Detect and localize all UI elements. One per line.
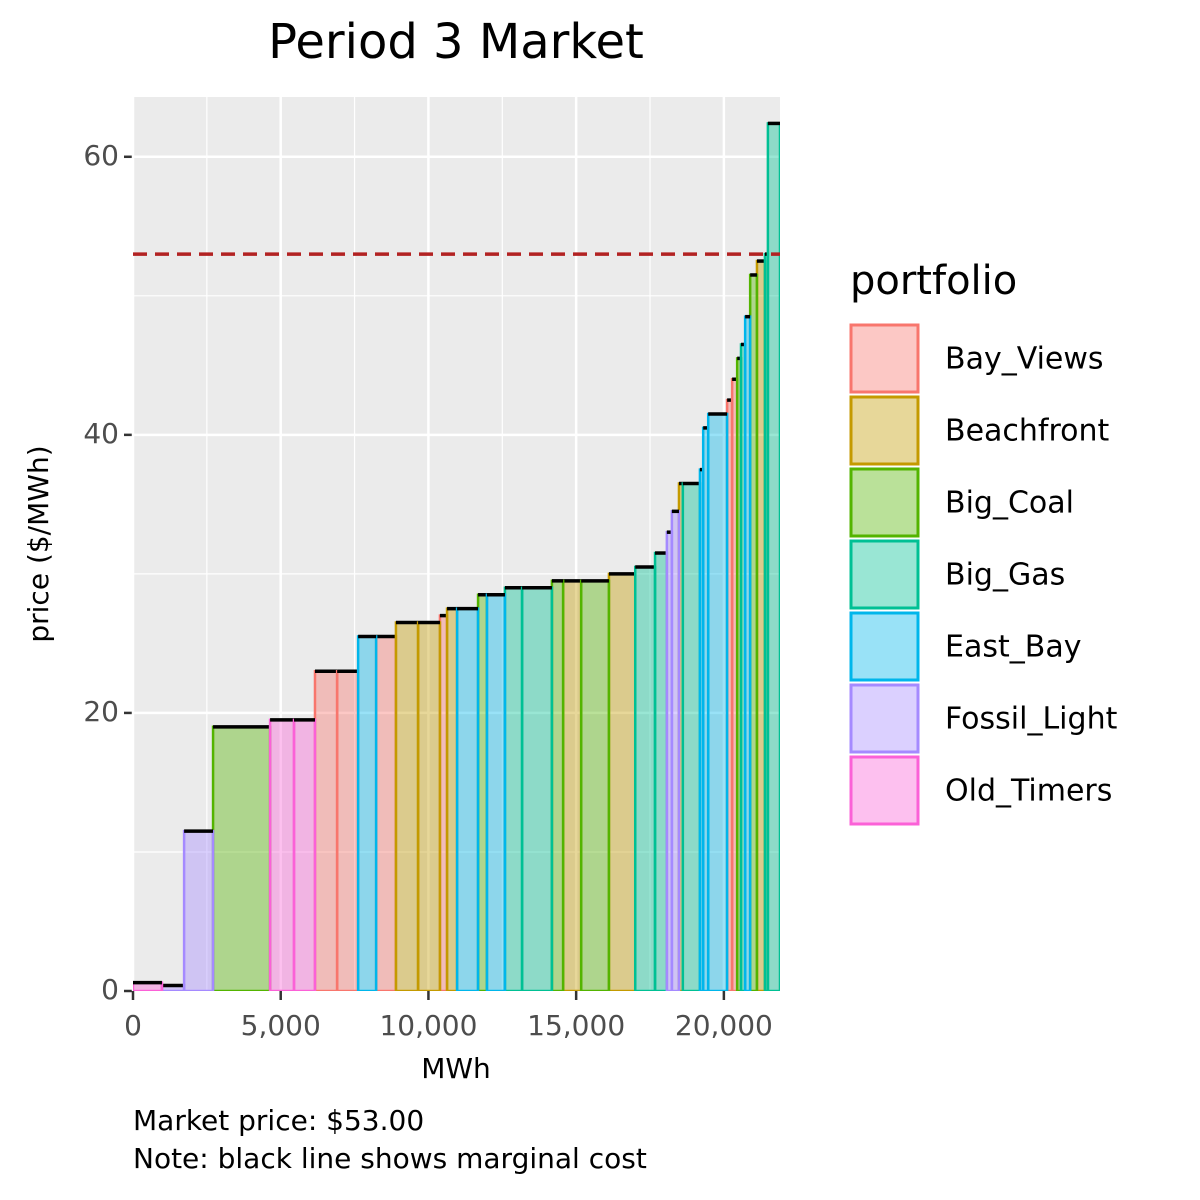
legend-label: Big_Gas	[945, 558, 1065, 593]
legend-key	[849, 323, 920, 394]
caption: Note: black line shows marginal cost	[133, 1142, 647, 1175]
bar	[476, 593, 489, 991]
x-axis-title: MWh	[421, 1052, 491, 1085]
legend-label: Big_Coal	[945, 486, 1074, 521]
bar	[313, 669, 339, 991]
legend-key	[849, 611, 920, 682]
bar	[335, 669, 360, 991]
x-tick-label: 20,000	[675, 1009, 773, 1042]
bar	[653, 551, 669, 991]
bar	[416, 621, 442, 991]
y-tick-label: 60	[83, 139, 119, 172]
legend-key	[849, 395, 920, 466]
x-tick-label: 10,000	[379, 1009, 477, 1042]
legend-label: Fossil_Light	[945, 702, 1118, 737]
bar	[445, 607, 459, 991]
y-tick-label: 20	[83, 695, 119, 728]
legend-key	[849, 539, 920, 610]
caption: Market price: $53.00	[133, 1104, 424, 1137]
y-axis-title: price ($/MWh)	[22, 445, 55, 642]
bar	[743, 315, 752, 991]
bar	[356, 635, 378, 991]
x-tick-label: 15,000	[527, 1009, 625, 1042]
bar	[633, 565, 657, 991]
bar	[394, 621, 420, 991]
plot-area	[133, 121, 780, 991]
legend-key	[849, 467, 920, 538]
legend-label: Bay_Views	[945, 342, 1104, 377]
y-tick-label: 40	[83, 417, 119, 450]
legend-title: portfolio	[850, 258, 1017, 304]
x-tick-label: 0	[124, 1009, 142, 1042]
legend-key	[849, 755, 920, 826]
chart-title: Period 3 Market	[268, 14, 644, 70]
bar	[268, 718, 296, 991]
bar	[706, 412, 729, 991]
bar	[503, 586, 524, 991]
y-tick-label: 0	[101, 973, 119, 1006]
bar	[561, 579, 583, 991]
legend-label: Old_Timers	[945, 774, 1112, 809]
bar	[182, 829, 215, 991]
x-tick-label: 5,000	[241, 1009, 321, 1042]
legend-key	[849, 683, 920, 754]
bar	[520, 586, 554, 991]
bar	[211, 725, 272, 991]
bar	[607, 572, 637, 991]
bar	[455, 607, 480, 991]
bar	[579, 579, 611, 991]
bar	[292, 718, 317, 991]
bar	[485, 593, 507, 991]
bar	[670, 510, 681, 991]
bar	[550, 579, 565, 991]
legend-label: East_Bay	[945, 630, 1081, 665]
bar	[681, 482, 702, 991]
bar	[374, 635, 398, 991]
legend-label: Beachfront	[945, 414, 1110, 449]
